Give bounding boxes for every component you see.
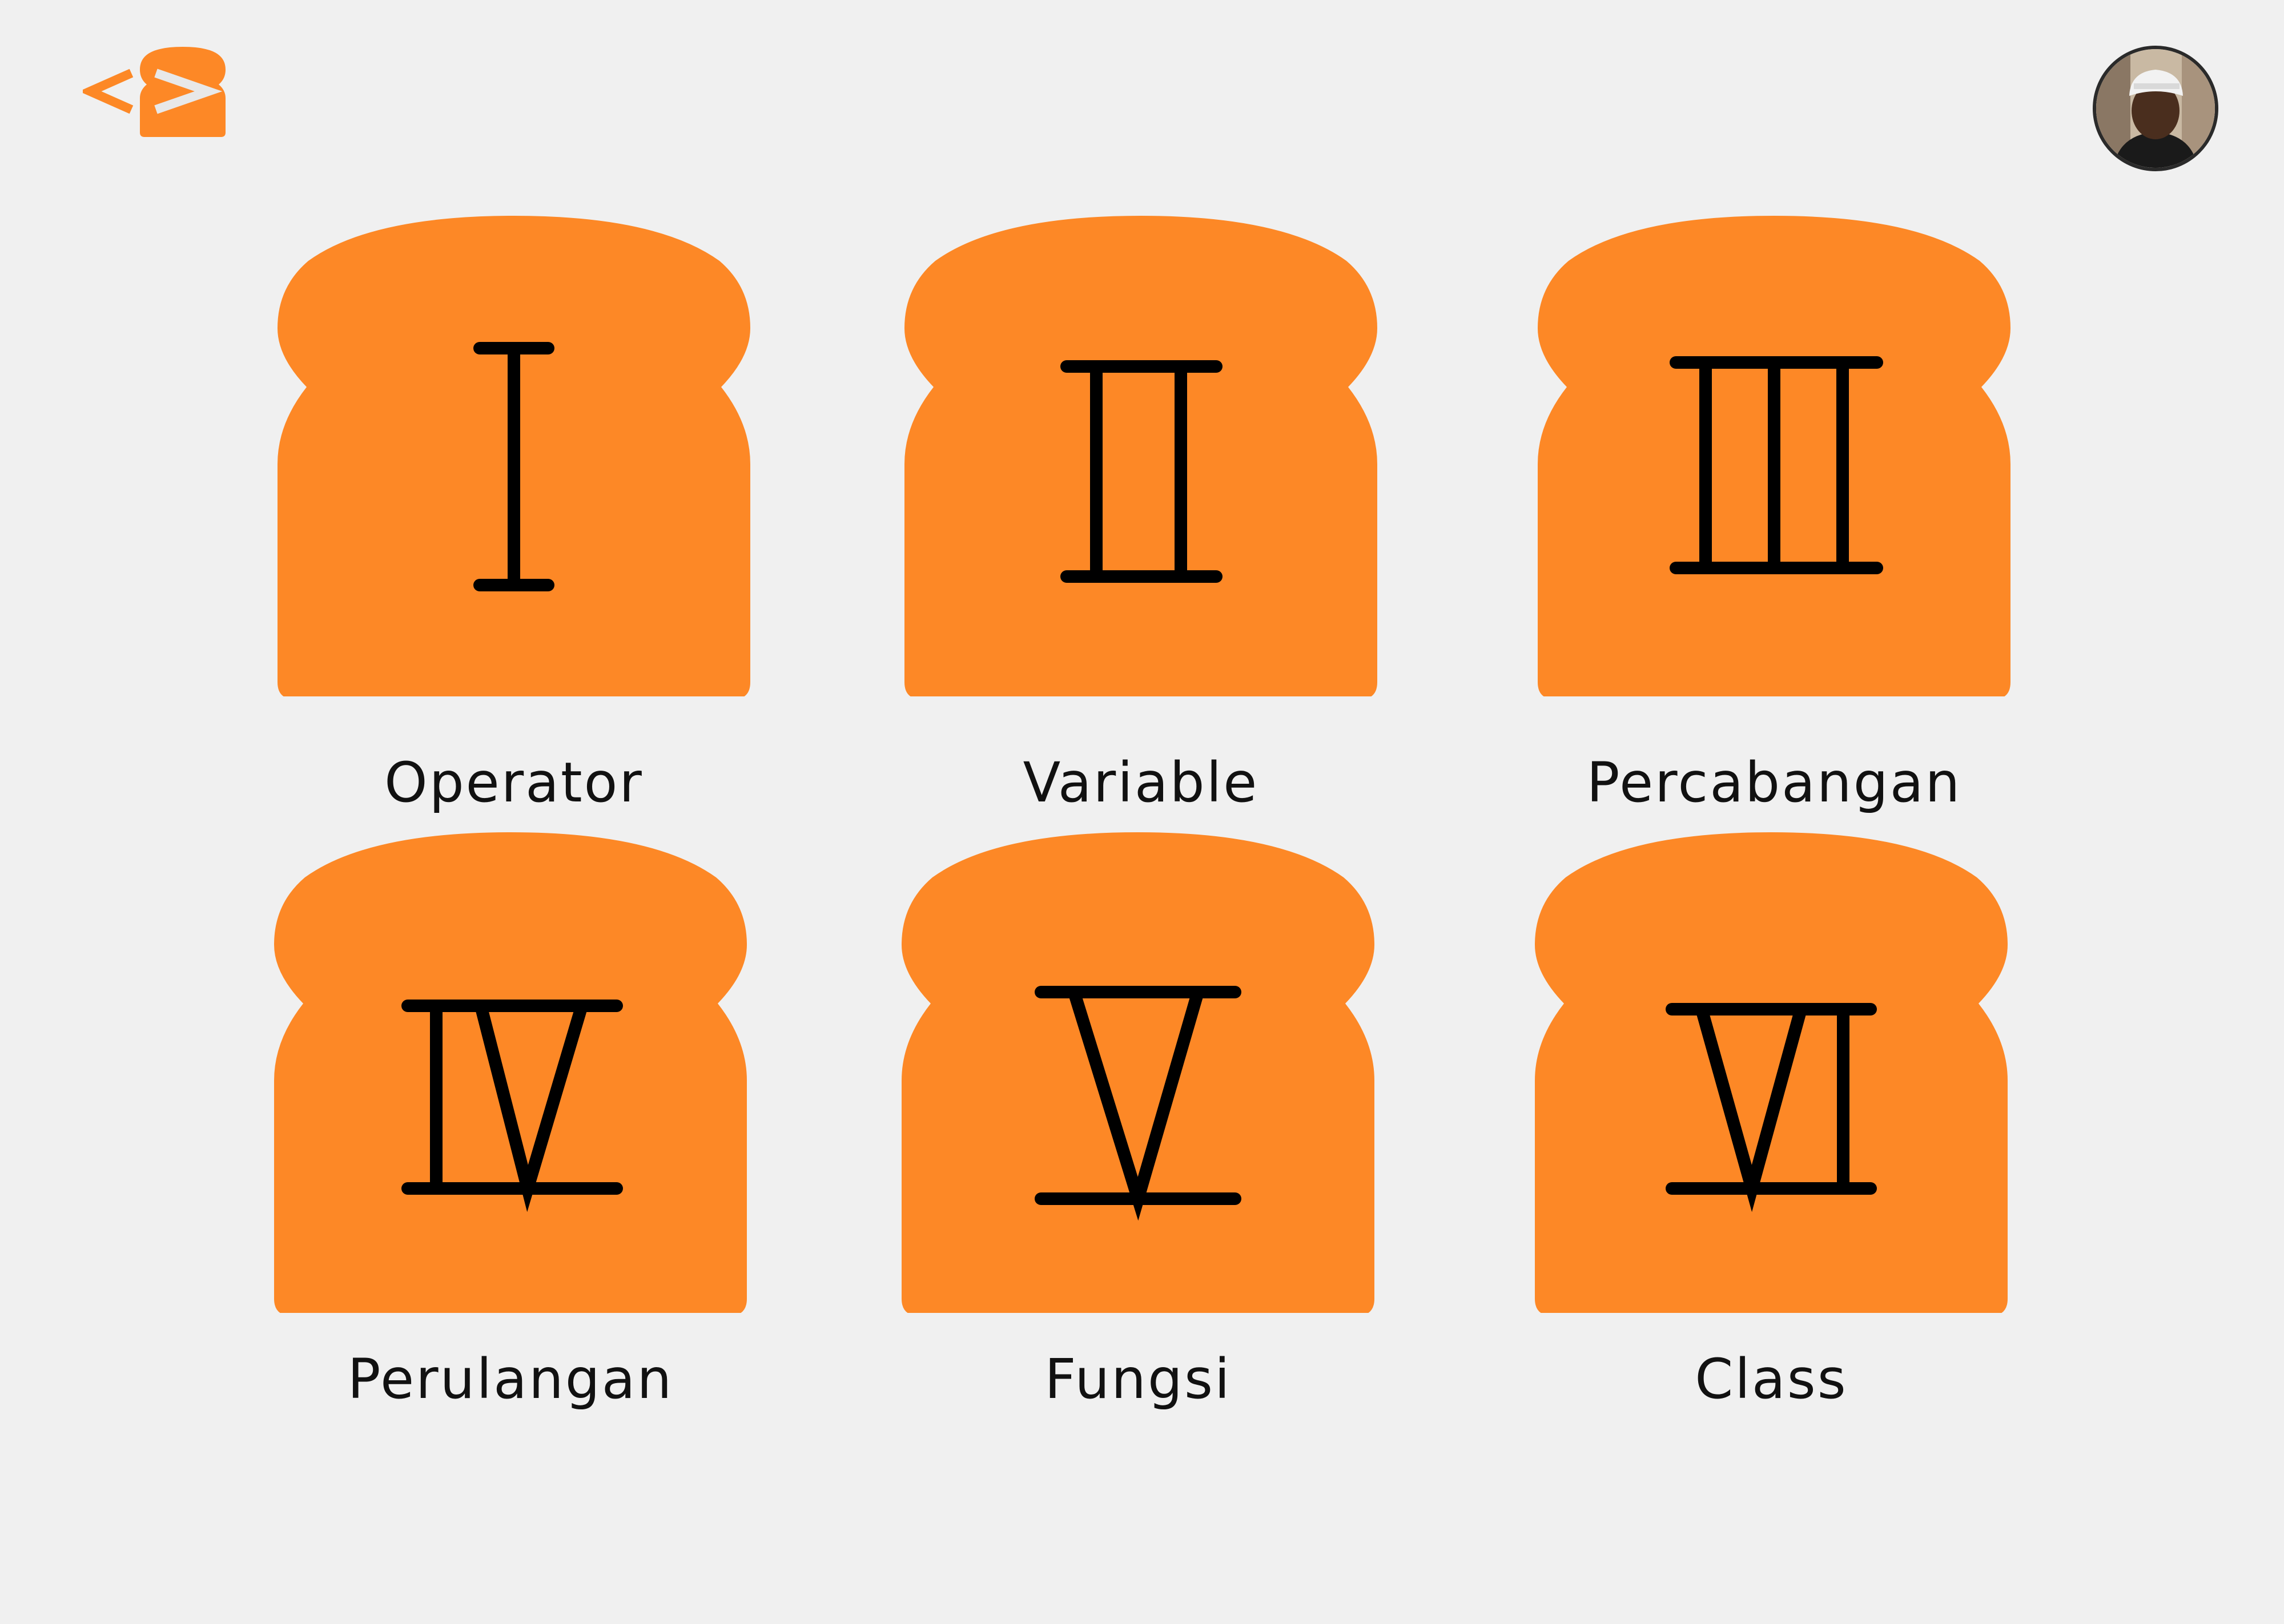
topic-label-class: Class (1695, 1347, 1848, 1411)
bread-icon (904, 216, 1377, 696)
topic-label-fungsi: Fungsi (1044, 1347, 1232, 1411)
roman-numeral-ii (1060, 360, 1223, 583)
roman-numeral-i (473, 342, 554, 591)
code-bracket-bread-icon (79, 47, 226, 137)
bread-icon (1538, 216, 2010, 696)
user-photo (2096, 49, 2215, 168)
bread-icon (278, 216, 750, 696)
user-avatar[interactable] (2093, 46, 2218, 171)
bread-icon (1535, 832, 2008, 1313)
bread-icon (902, 832, 1374, 1313)
topic-label-operator: Operator (384, 751, 644, 815)
topic-label-perulangan: Perulangan (347, 1347, 674, 1411)
roman-numeral-iii (1670, 356, 1883, 574)
logo[interactable] (79, 46, 231, 137)
roman-numeral-v (1035, 986, 1241, 1221)
roman-numeral-iv (401, 1000, 623, 1212)
topic-label-percabangan: Percabangan (1586, 751, 1962, 815)
roman-numeral-vi (1666, 1003, 1877, 1212)
bread-icon (274, 832, 747, 1313)
topic-label-variable: Variable (1023, 751, 1259, 815)
